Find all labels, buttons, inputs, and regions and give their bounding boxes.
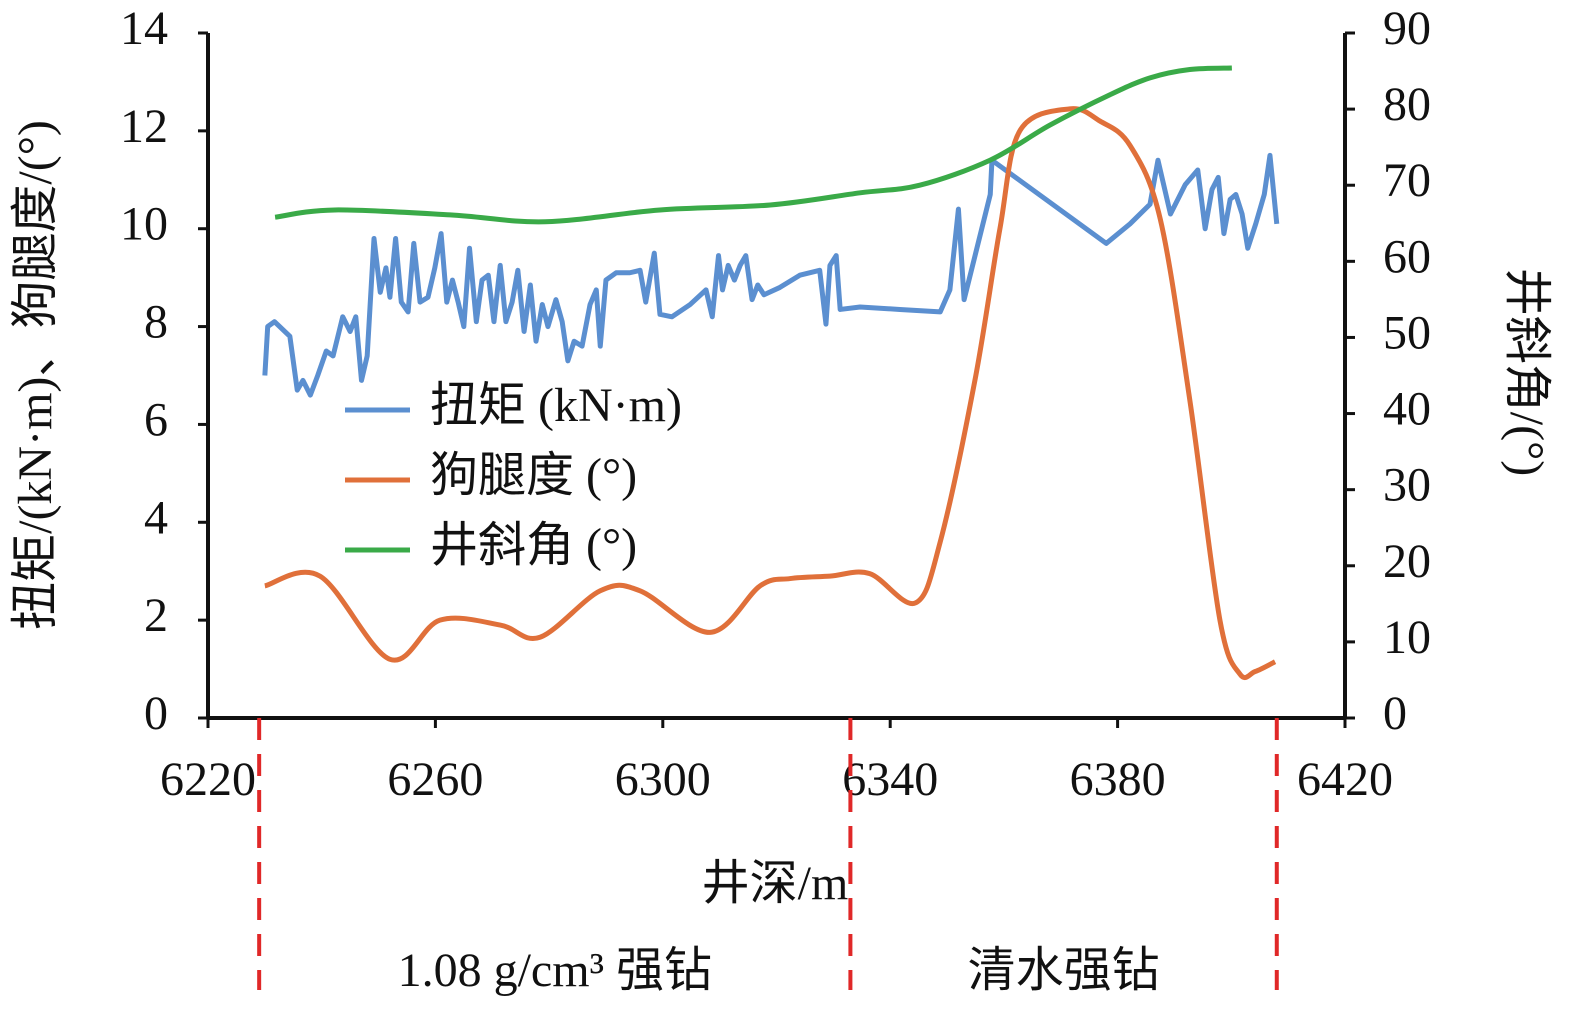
y2-tick-label: 70 [1383, 154, 1431, 207]
y2-tick-label: 30 [1383, 459, 1431, 512]
y-tick-label: 2 [144, 589, 168, 642]
y2-axis-title: 井斜角/(°) [1500, 268, 1553, 477]
series-line [262, 152, 1280, 398]
y-tick-label: 4 [144, 491, 168, 544]
y2-tick-label: 50 [1383, 306, 1431, 359]
y-axis-title: 扭矩/(kN·m)、狗腿度/(°) [9, 120, 62, 630]
x-tick-label: 6420 [1297, 753, 1393, 806]
legend-label: 狗腿度 (°) [430, 449, 637, 502]
y2-tick-label: 60 [1383, 230, 1431, 283]
y2-tick-label: 0 [1383, 687, 1407, 740]
y-tick-label: 6 [144, 393, 168, 446]
series-line [264, 106, 1277, 680]
x-tick-label: 6380 [1070, 753, 1166, 806]
segment-label: 1.08 g/cm³ 强钻 [398, 944, 712, 997]
x-tick-label: 6300 [615, 753, 711, 806]
y2-tick-label: 10 [1383, 611, 1431, 664]
x-tick-label: 6220 [160, 753, 256, 806]
x-tick-label: 6260 [387, 753, 483, 806]
legend-label: 井斜角 (°) [430, 519, 637, 572]
legend-label: 扭矩 (kN·m) [430, 379, 682, 432]
y2-tick-label: 40 [1383, 383, 1431, 436]
x-axis-title: 井深/m [702, 857, 849, 910]
y-tick-label: 14 [120, 2, 168, 55]
x-tick-label: 6340 [842, 753, 938, 806]
y2-tick-label: 20 [1383, 535, 1431, 588]
y-tick-label: 12 [120, 100, 168, 153]
y-tick-label: 8 [144, 296, 168, 349]
y2-tick-label: 90 [1383, 2, 1431, 55]
y-tick-label: 10 [120, 198, 168, 251]
y-tick-label: 0 [144, 687, 168, 740]
series-line [274, 65, 1232, 225]
segment-label: 清水强钻 [968, 944, 1160, 997]
y2-tick-label: 80 [1383, 78, 1431, 131]
